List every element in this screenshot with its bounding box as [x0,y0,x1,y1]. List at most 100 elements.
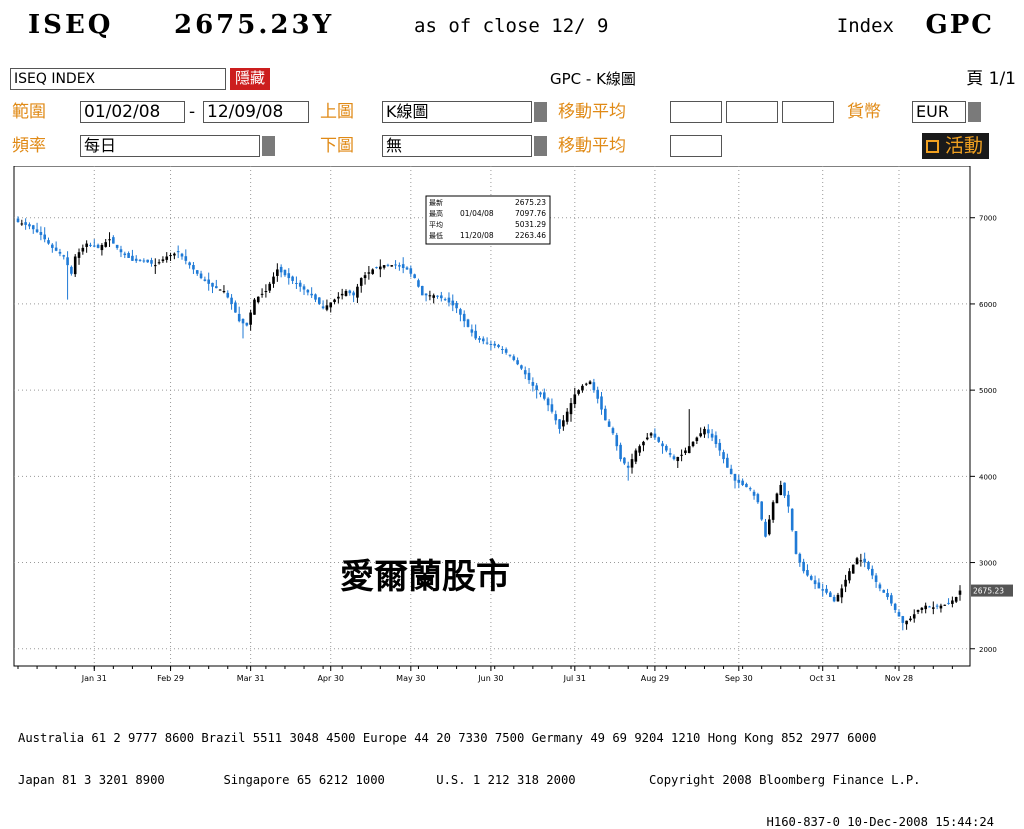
candle-body [684,450,687,454]
candle-body [203,279,207,281]
candle-body [954,597,958,602]
candle-body [874,575,878,582]
candle-body [859,560,863,562]
stats-row-label: 最高 [429,209,443,218]
currency-select[interactable]: EUR [912,101,966,123]
lower-chart-select[interactable]: 無 [382,135,532,157]
candle-body [146,259,149,263]
candle-body [462,313,466,322]
x-tick-label: Apr 30 [317,674,344,683]
candle-body [428,295,432,297]
candle-body [287,273,291,279]
candle-body [459,309,462,315]
candle-body [150,260,153,264]
candle-body [359,278,363,286]
x-tick-label: Sep 30 [725,674,753,683]
candle-body [291,276,294,281]
security-field[interactable]: ISEQ INDEX [10,68,226,90]
candle-body [329,302,333,308]
candle-body [20,223,24,225]
range-end-input[interactable]: 12/09/08 [203,101,309,123]
active-button[interactable]: 活動 [922,133,990,159]
footer-contacts: Australia 61 2 9777 8600 Brazil 5511 304… [18,703,1008,829]
ma-input-1[interactable] [670,101,722,123]
candle-body [317,297,321,304]
candle-body [722,452,725,460]
candle-body [424,293,428,296]
candle-body [169,255,172,257]
candle-body [687,446,691,454]
ma-input-lower[interactable] [670,135,722,157]
candle-body [218,289,222,291]
candle-body [478,338,481,340]
stats-row-date: 11/20/08 [460,231,494,240]
candle-body [775,493,779,504]
candle-body [653,433,657,438]
candle-body [710,433,714,438]
candle-body [489,343,493,345]
candle-body [741,480,744,485]
frequency-label: 頻率 [12,136,46,156]
candle-body [58,251,62,254]
currency-dropdown[interactable] [968,102,981,122]
lower-chart-dropdown[interactable] [534,136,547,156]
ma-input-2[interactable] [726,101,778,123]
candle-body [748,488,752,490]
x-tick-label: Jan 31 [81,674,107,683]
candle-body [283,269,287,276]
candle-body [504,349,508,353]
upper-chart-select[interactable]: K線圖 [382,101,532,123]
frequency-select[interactable]: 每日 [80,135,260,157]
hide-button[interactable]: 隱藏 [230,68,271,90]
candle-body [112,237,115,244]
candle-body [466,319,470,327]
plot-area [13,165,971,667]
range-start-input[interactable]: 01/02/08 [80,101,185,123]
candle-body [584,383,588,385]
ticker-symbol: ISEQ [28,10,114,40]
candle-body [142,260,146,262]
candle-body [237,313,241,322]
frequency-dropdown[interactable] [262,136,275,156]
candle-body [569,403,573,415]
candle-body [737,479,741,483]
candle-body [745,483,748,488]
candle-body [443,299,447,301]
footer-line-2: Japan 81 3 3201 8900 Singapore 65 6212 1… [18,773,921,787]
stats-row-value: 5031.29 [515,220,546,229]
candle-body [24,222,27,225]
candle-body [535,385,538,391]
candle-body [672,456,676,460]
candle-body [501,349,504,351]
candle-body [211,282,214,287]
chart-watermark: 愛爾蘭股市 [340,557,510,597]
candle-body [951,600,954,604]
candle-body [806,570,809,576]
moving-average-label-1: 移動平均 [558,102,626,122]
candle-body [546,398,550,406]
candle-body [222,291,226,293]
candle-body [386,264,390,266]
candle-body [706,429,710,434]
candle-body [62,255,66,257]
candle-body [851,564,855,574]
moving-average-label-2: 移動平均 [558,136,626,156]
candle-body [882,589,886,593]
upper-chart-dropdown[interactable] [534,102,547,122]
candle-body [729,468,733,475]
y-tick-label: 6000 [979,301,997,309]
candle-body [630,459,634,468]
y-tick-label: 5000 [979,387,997,395]
price-chart-svg: 2000 3000 4000 5000 6000 7000 Jan 31 Feb 29 Mar … [13,165,1013,683]
candle-body [35,229,39,233]
ma-input-3[interactable] [782,101,834,123]
candle-body [157,262,161,264]
candle-body [912,614,916,619]
candle-body [638,446,641,453]
candle-body [668,453,672,455]
last-value-tag [971,584,1013,597]
candle-body [821,589,825,591]
candle-body [138,259,142,261]
candle-body [577,390,580,394]
candle-body [909,618,912,621]
